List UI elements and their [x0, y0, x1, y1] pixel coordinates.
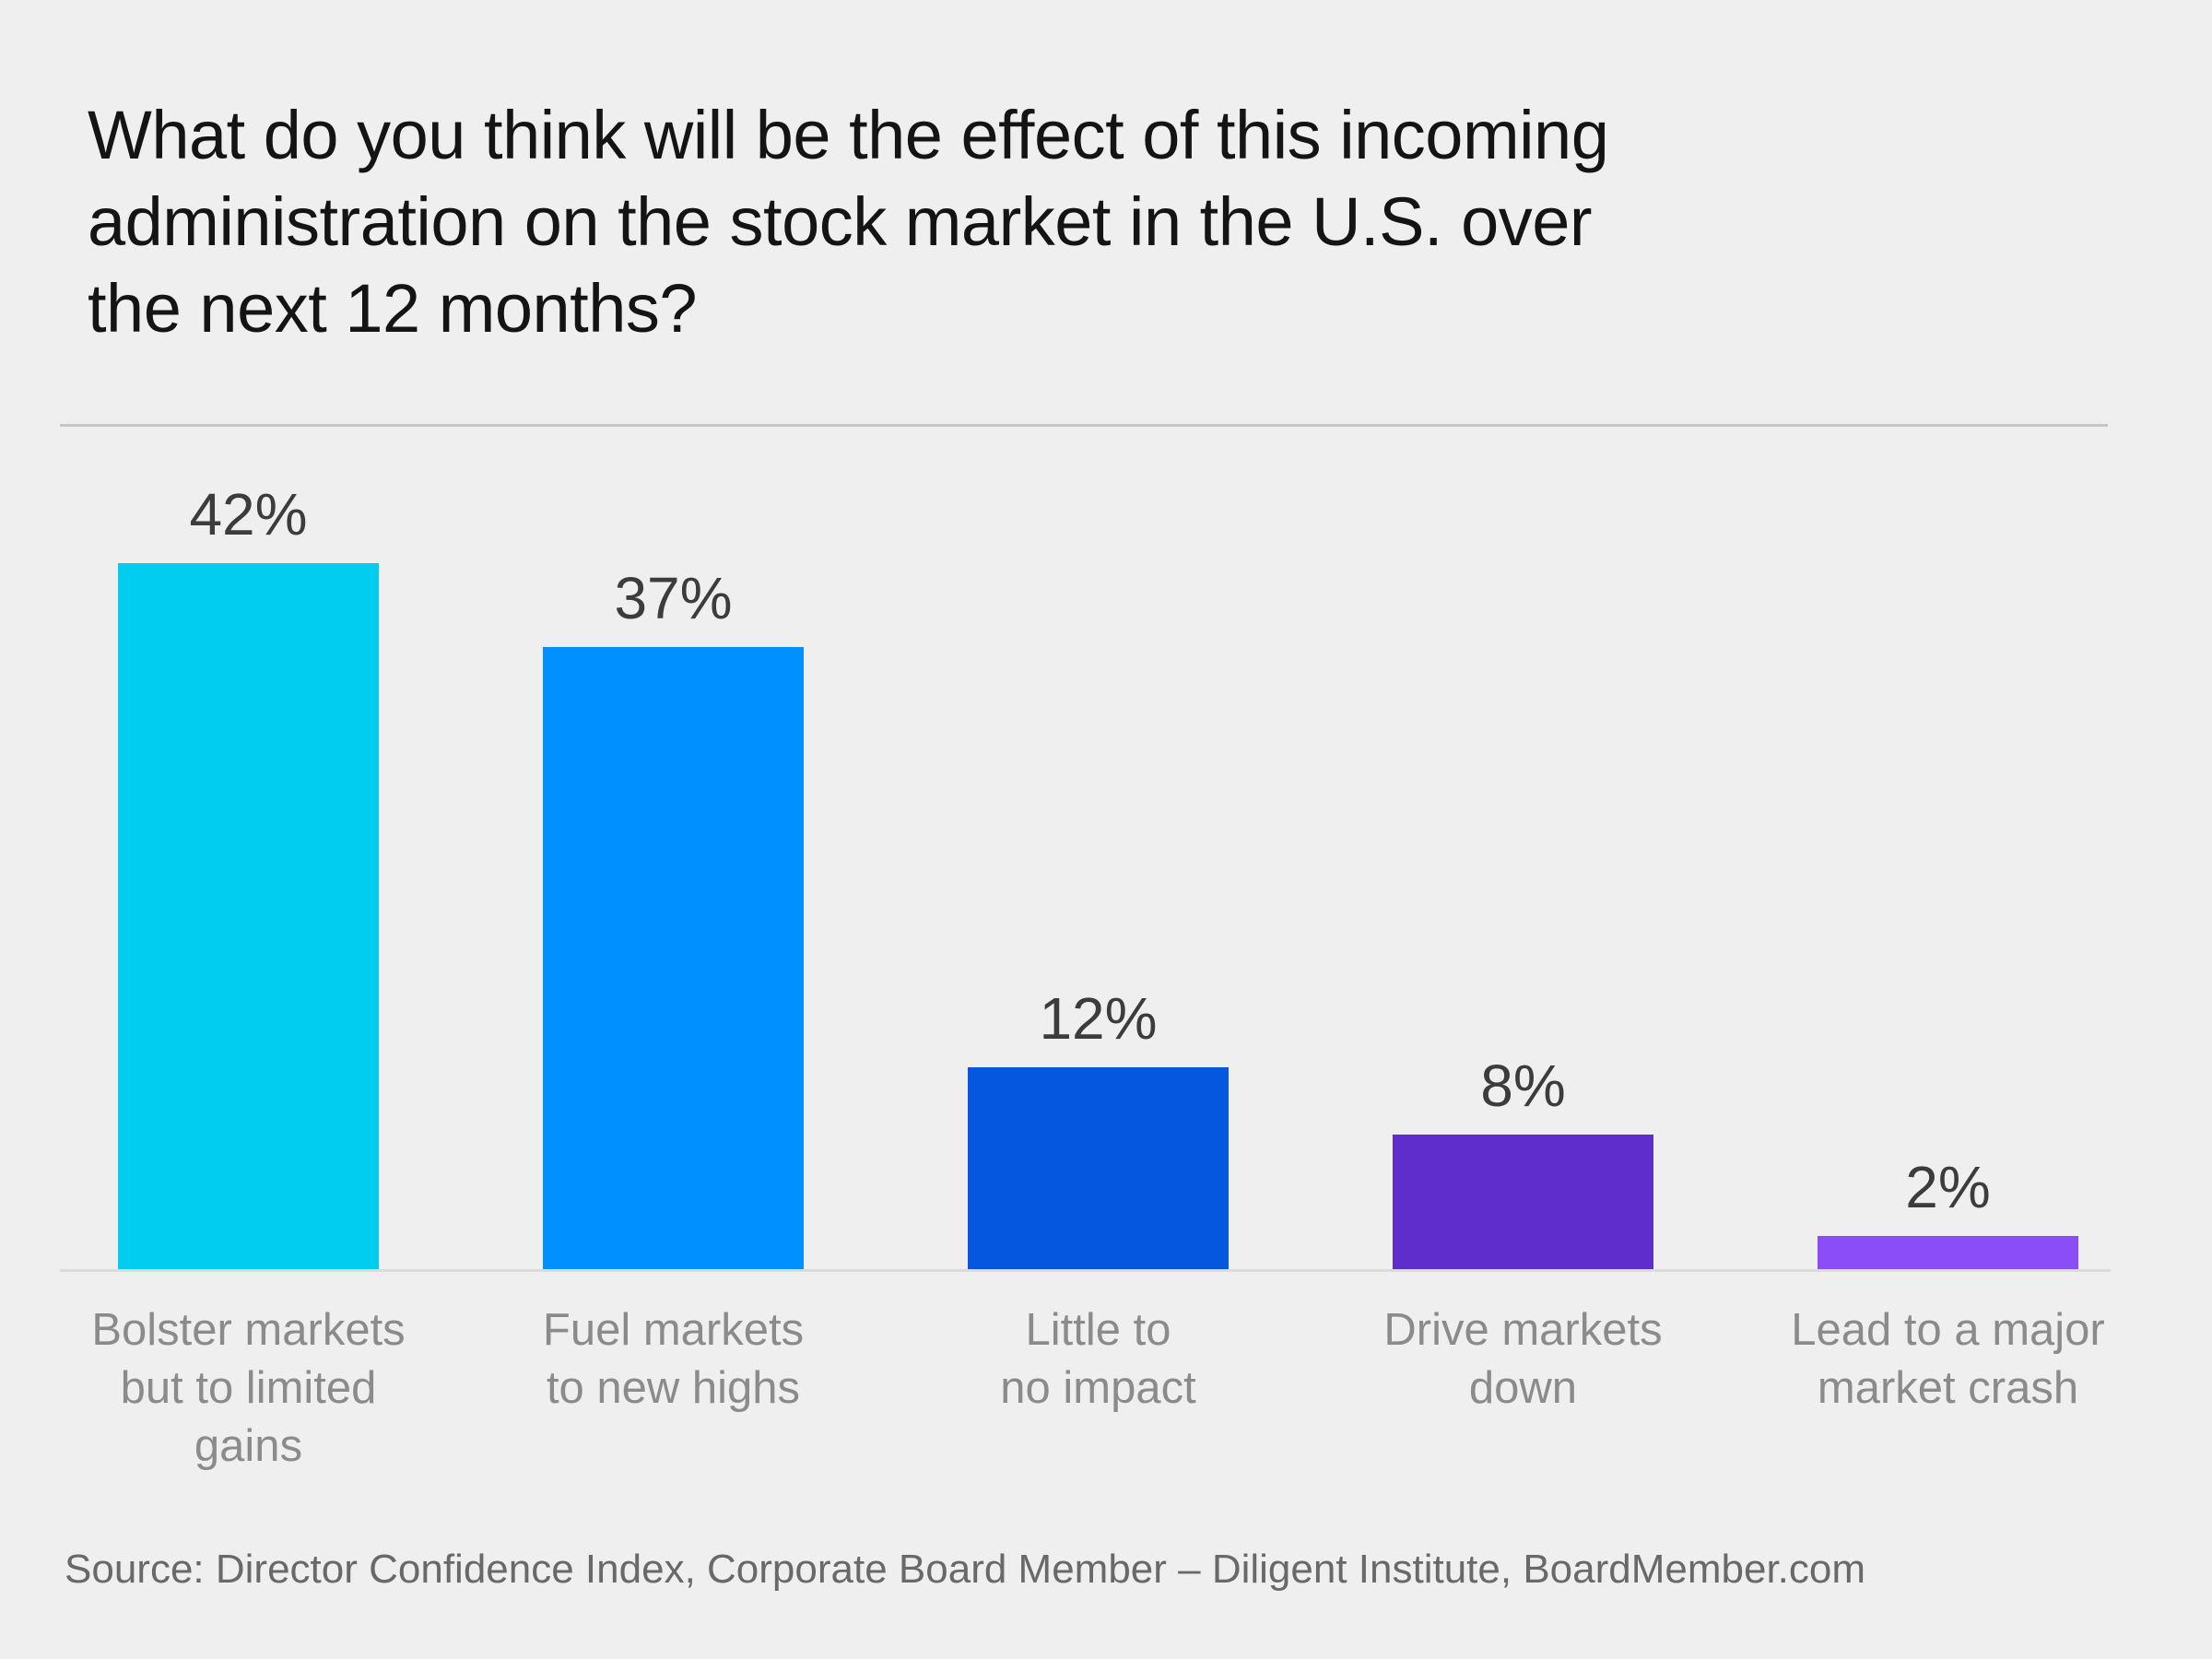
x-axis-baseline	[60, 1269, 2111, 1272]
bar-category-label-line: Drive markets	[1383, 1305, 1663, 1355]
bar-category-label-line: Bolster markets	[91, 1305, 406, 1355]
bar-category-label-line: down	[1468, 1363, 1578, 1413]
category-axis-labels: Bolster markets but to limited gains Fuel m…	[91, 1301, 2105, 1476]
chart-title-line-1: What do you think will be the effect of …	[88, 97, 1609, 173]
bar-column: 37%	[543, 564, 804, 1269]
bar-category-label-line: market crash	[1817, 1363, 2079, 1413]
bar-column: 8%	[1393, 1052, 1653, 1269]
bar-value-label: 2%	[1905, 1154, 1991, 1220]
bar-category-label-line: to new highs	[546, 1363, 801, 1413]
bar-value-label: 12%	[1039, 985, 1158, 1052]
bar	[1818, 1236, 2078, 1269]
chart-title: What do you think will be the effect of …	[88, 92, 1609, 352]
bar-category-label-line: no impact	[1000, 1363, 1196, 1413]
bar	[543, 647, 804, 1269]
bar-category-label-line: Lead to a major	[1791, 1305, 2105, 1355]
bar-category-label-line: Fuel markets	[542, 1305, 805, 1355]
bar	[968, 1067, 1229, 1269]
bar-category-label: Drive markets down	[1383, 1301, 1662, 1476]
bar-category-label: Fuel markets to new highs	[543, 1301, 804, 1476]
source-attribution: Source: Director Confidence Index, Corpo…	[65, 1547, 1866, 1592]
bar-value-label: 37%	[614, 565, 733, 631]
chart-title-line-2: administration on the stock market in th…	[88, 183, 1593, 260]
bar-value-label: 42%	[189, 481, 308, 547]
bar-category-label-line: but to limited	[120, 1363, 377, 1413]
bar-category-label: Bolster markets but to limited gains	[91, 1301, 405, 1476]
bar	[118, 563, 379, 1269]
bar	[1393, 1135, 1653, 1269]
chart-title-line-3: the next 12 months?	[88, 270, 698, 347]
bar-value-label: 8%	[1480, 1053, 1566, 1119]
top-divider-line	[60, 424, 2108, 427]
bar-column: 2%	[1818, 1153, 2078, 1269]
bar-category-label-line: gains	[194, 1421, 303, 1471]
bar-category-label: Little to no impact	[968, 1301, 1229, 1476]
bar-category-label: Lead to a major market crash	[1791, 1301, 2105, 1476]
bar-column: 42%	[118, 480, 379, 1269]
bar-category-label-line: Little to	[1025, 1305, 1171, 1355]
bar-chart-plot-area: 42% 37% 12% 8% 2%	[118, 442, 2078, 1269]
bar-column: 12%	[968, 984, 1229, 1269]
